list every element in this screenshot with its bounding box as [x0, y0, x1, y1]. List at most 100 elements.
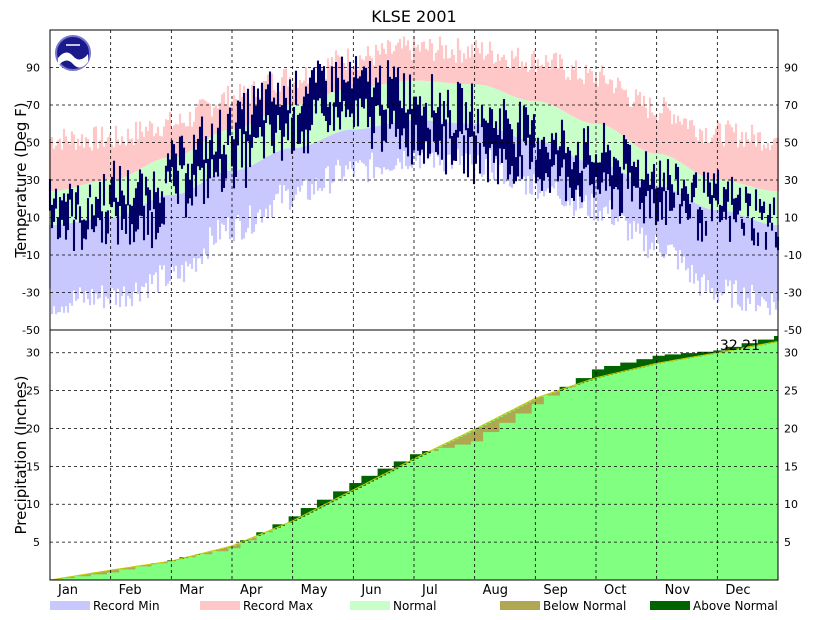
- below-normal-bar: [252, 537, 257, 541]
- precipitation-panel: 5 5 10 10 15 15 20 20 25 25 30 30 32.21: [26, 329, 798, 581]
- precip-tick-label-left: 25: [26, 385, 40, 398]
- above-normal-bar: [373, 475, 378, 480]
- below-normal-bar: [219, 548, 225, 552]
- temp-tick-label-right: 30: [784, 174, 798, 187]
- above-normal-bar: [672, 354, 678, 361]
- month-label: Sep: [543, 583, 568, 598]
- below-normal-bar: [227, 546, 233, 549]
- legend-label: Record Max: [243, 599, 313, 613]
- above-normal-bar: [761, 339, 767, 345]
- above-normal-bar: [765, 339, 771, 344]
- above-normal-bar: [381, 468, 387, 476]
- legend-swatch: [500, 601, 540, 610]
- above-normal-bar: [341, 491, 346, 497]
- above-normal-bar: [288, 516, 294, 523]
- above-normal-bar: [604, 365, 609, 376]
- month-label: May: [301, 583, 328, 598]
- below-normal-bar: [130, 567, 136, 570]
- below-normal-bar: [434, 448, 439, 452]
- above-normal-bar: [583, 378, 589, 382]
- above-normal-bar: [680, 353, 686, 360]
- above-normal-bar: [717, 350, 722, 353]
- precipitation-frame: [49, 329, 779, 581]
- above-normal-bar: [397, 461, 403, 468]
- above-normal-bar: [591, 369, 597, 380]
- above-normal-bar: [357, 483, 362, 488]
- below-normal-bar: [555, 391, 560, 396]
- temp-tick-label-left: 30: [26, 174, 40, 187]
- above-normal-bar: [733, 346, 738, 350]
- above-normal-bar: [648, 359, 654, 366]
- above-normal-bar: [579, 378, 585, 384]
- below-normal-bar: [106, 570, 112, 573]
- temp-tick-label-right: -50: [784, 324, 802, 337]
- below-normal-bar: [82, 574, 87, 577]
- above-normal-bar: [600, 369, 605, 377]
- above-normal-bar: [729, 346, 734, 351]
- precip-tick-label-left: 30: [26, 347, 40, 360]
- legend-swatch: [650, 601, 690, 610]
- below-normal-bar: [539, 396, 544, 405]
- above-normal-bar: [401, 461, 407, 465]
- below-normal-bar: [571, 385, 577, 387]
- month-label: Jul: [421, 583, 438, 598]
- above-normal-bar: [393, 461, 399, 470]
- above-normal-bar: [745, 343, 751, 348]
- above-normal-bar: [620, 362, 625, 372]
- above-normal-bar: [308, 508, 314, 513]
- temperature-axis-label: Temperature (Deg F): [12, 102, 30, 258]
- above-normal-bar: [414, 454, 419, 459]
- above-normal-bar: [608, 365, 613, 375]
- below-normal-bar: [98, 572, 103, 575]
- above-normal-bar: [656, 355, 662, 364]
- month-label: Aug: [483, 583, 508, 598]
- above-normal-bar: [749, 343, 755, 347]
- precipitation-axis-label: Precipitation (Inches): [12, 376, 30, 535]
- month-label: Apr: [240, 583, 263, 598]
- below-normal-bar: [502, 414, 508, 423]
- temp-tick-label-right: 50: [784, 137, 798, 150]
- below-normal-bar: [454, 439, 459, 445]
- above-normal-bar: [701, 351, 706, 356]
- above-normal-bar: [575, 378, 581, 385]
- above-normal-bar: [300, 508, 306, 517]
- temp-tick-label-left: 50: [26, 137, 40, 150]
- temp-tick-label-right: -30: [784, 287, 802, 300]
- precip-tick-label-right: 15: [784, 460, 798, 473]
- above-normal-bar: [276, 524, 281, 528]
- below-normal-bar: [268, 530, 273, 533]
- chart-title: KLSE 2001: [371, 7, 456, 26]
- below-normal-bar: [446, 443, 451, 448]
- precip-tick-label-right: 10: [784, 498, 798, 511]
- legend-label: Above Normal: [693, 599, 778, 613]
- above-normal-bar: [697, 351, 702, 357]
- month-label: Mar: [179, 583, 204, 598]
- below-normal-bar: [102, 571, 108, 575]
- legend-label: Below Normal: [543, 599, 626, 613]
- below-normal-bar: [470, 431, 476, 442]
- noaa-logo: [55, 35, 91, 71]
- below-normal-bar: [494, 418, 500, 433]
- above-normal-bar: [409, 454, 415, 461]
- below-normal-bar: [114, 569, 120, 573]
- above-normal-bar: [272, 524, 277, 530]
- below-normal-bar: [438, 446, 443, 448]
- below-normal-bar: [143, 565, 148, 567]
- precip-tick-label-left: 20: [26, 422, 40, 435]
- below-normal-bar: [147, 564, 152, 567]
- precip-tick-label-left: 5: [33, 536, 40, 549]
- above-normal-bar: [369, 475, 374, 482]
- below-normal-bar: [232, 545, 237, 549]
- below-normal-bar: [547, 394, 552, 396]
- month-label: Jun: [360, 583, 381, 598]
- below-normal-bar: [466, 433, 472, 445]
- below-normal-bar: [458, 437, 463, 445]
- below-normal-bar: [511, 410, 516, 423]
- temp-tick-label-left: -10: [22, 249, 40, 262]
- below-normal-bar: [535, 398, 540, 405]
- above-normal-bar: [624, 362, 629, 372]
- month-label: Jan: [57, 583, 78, 598]
- above-normal-bar: [333, 491, 338, 501]
- month-label: Oct: [604, 583, 626, 598]
